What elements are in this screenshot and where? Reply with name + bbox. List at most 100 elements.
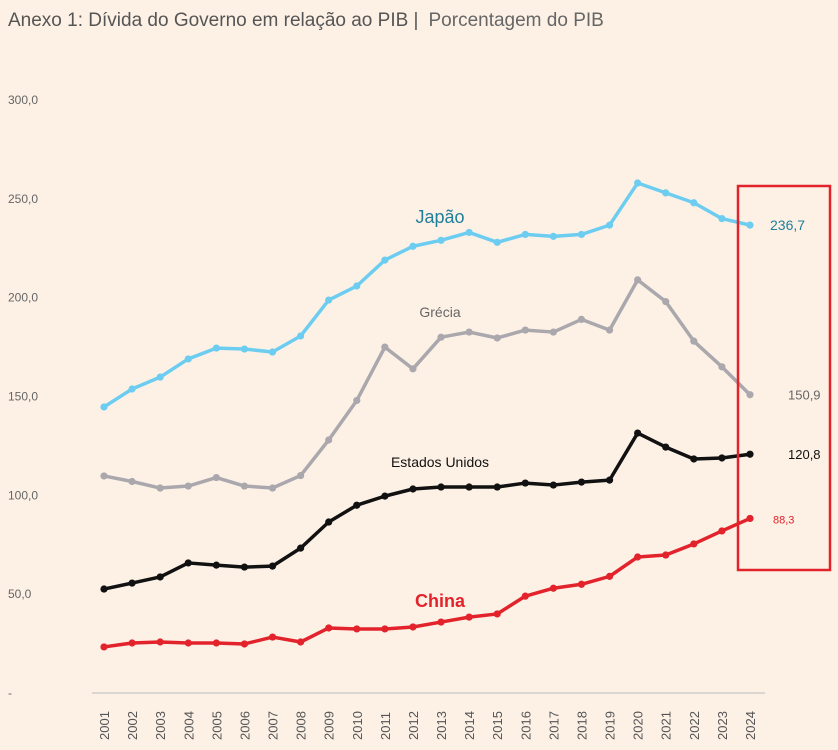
series-label-japao: Japão: [415, 207, 464, 227]
x-tick-label: 2002: [125, 711, 140, 740]
series-label-grecia: Grécia: [419, 304, 460, 320]
data-point-japao: [634, 179, 642, 187]
data-point-japao: [325, 296, 333, 304]
data-point-grecia: [521, 326, 529, 334]
x-tick-label: 2012: [406, 711, 421, 740]
series-line-estados-unidos: [103, 431, 751, 591]
data-point-estados-unidos: [690, 455, 698, 463]
data-point-estados-unidos: [240, 563, 249, 571]
data-point-grecia: [746, 391, 754, 399]
highlight-box: [736, 184, 832, 572]
data-point-china: [662, 551, 670, 559]
data-point-estados-unidos: [465, 483, 473, 491]
y-tick-label: -: [8, 686, 12, 700]
data-point-grecia: [605, 326, 614, 334]
data-point-estados-unidos: [128, 579, 136, 587]
x-tick-label: 2015: [490, 711, 505, 740]
data-point-japao: [605, 221, 614, 229]
series-line-grecia: [103, 278, 752, 490]
data-point-japao: [409, 242, 417, 250]
end-value-label-estados-unidos: 120,8: [788, 447, 821, 462]
data-point-grecia: [409, 365, 417, 373]
x-tick-label: 2019: [603, 711, 618, 740]
data-point-japao: [493, 238, 501, 246]
data-point-japao: [718, 215, 726, 223]
x-tick-label: 2023: [715, 711, 730, 740]
data-point-china: [549, 584, 557, 592]
x-tick-label: 2011: [378, 712, 393, 740]
subtitle-text: Porcentagem do PIB: [428, 10, 604, 31]
data-point-japao: [184, 355, 192, 363]
x-tick-label: 2004: [181, 711, 196, 740]
data-point-grecia: [212, 473, 220, 482]
data-point-japao: [156, 373, 164, 381]
data-point-grecia: [184, 482, 192, 490]
series-label-estados-unidos: Estados Unidos: [391, 454, 489, 470]
data-point-china: [577, 580, 586, 588]
data-point-estados-unidos: [437, 483, 445, 491]
x-tick-label: 2018: [574, 711, 589, 740]
data-point-japao: [549, 232, 557, 240]
x-tick-label: 2022: [687, 711, 702, 740]
data-point-grecia: [718, 363, 726, 371]
data-point-grecia: [268, 484, 277, 492]
data-point-japao: [268, 348, 277, 356]
data-point-japao: [577, 230, 586, 239]
data-point-china: [297, 638, 305, 646]
data-point-estados-unidos: [577, 478, 586, 486]
data-point-japao: [128, 385, 136, 393]
data-point-grecia: [240, 482, 249, 490]
data-point-china: [156, 638, 164, 646]
data-point-china: [437, 618, 445, 626]
data-point-estados-unidos: [156, 573, 164, 581]
data-point-china: [521, 592, 529, 600]
data-point-estados-unidos: [746, 450, 754, 458]
end-value-label-japao: 236,7: [770, 217, 805, 233]
data-point-japao: [437, 236, 445, 244]
data-point-japao: [212, 344, 220, 352]
data-point-china: [605, 572, 614, 580]
data-point-estados-unidos: [100, 585, 108, 593]
y-tick-label: 200,0: [8, 291, 38, 305]
series-line-japao: [103, 181, 751, 409]
data-point-china: [381, 625, 389, 633]
data-point-grecia: [549, 328, 557, 336]
data-point-china: [634, 553, 642, 561]
data-point-estados-unidos: [605, 476, 614, 484]
data-point-china: [718, 527, 726, 535]
data-point-grecia: [353, 396, 361, 405]
x-tick-label: 2014: [462, 711, 477, 740]
data-point-china: [493, 610, 501, 618]
data-point-grecia: [437, 333, 445, 341]
data-point-grecia: [100, 472, 108, 480]
data-point-estados-unidos: [268, 562, 277, 570]
data-point-grecia: [128, 477, 136, 486]
x-tick-label: 2007: [266, 711, 281, 740]
data-point-china: [212, 639, 220, 647]
title-text: Anexo 1: Dívida do Governo em relação ao…: [8, 10, 419, 31]
data-point-japao: [381, 256, 389, 264]
end-value-label-china: 88,3: [773, 514, 794, 526]
x-tick-label: 2010: [350, 711, 365, 740]
y-tick-label: 100,0: [8, 488, 38, 502]
data-point-estados-unidos: [549, 481, 557, 489]
data-point-china: [100, 643, 108, 651]
data-point-estados-unidos: [521, 479, 529, 487]
data-point-china: [690, 540, 698, 548]
x-tick-label: 2013: [434, 711, 449, 740]
x-tick-label: 2021: [659, 711, 674, 740]
data-point-china: [240, 640, 249, 648]
y-tick-label: 250,0: [8, 192, 38, 206]
x-tick-label: 2008: [294, 711, 309, 740]
x-tick-label: 2005: [209, 711, 224, 740]
data-point-grecia: [297, 471, 305, 480]
data-point-grecia: [577, 315, 586, 324]
y-tick-label: 300,0: [8, 93, 38, 107]
end-value-label-grecia: 150,9: [788, 388, 821, 403]
x-tick-label: 2006: [237, 711, 252, 740]
data-point-grecia: [662, 298, 670, 306]
data-point-estados-unidos: [325, 518, 333, 526]
data-point-grecia: [381, 343, 389, 351]
series-label-china: China: [415, 591, 466, 611]
